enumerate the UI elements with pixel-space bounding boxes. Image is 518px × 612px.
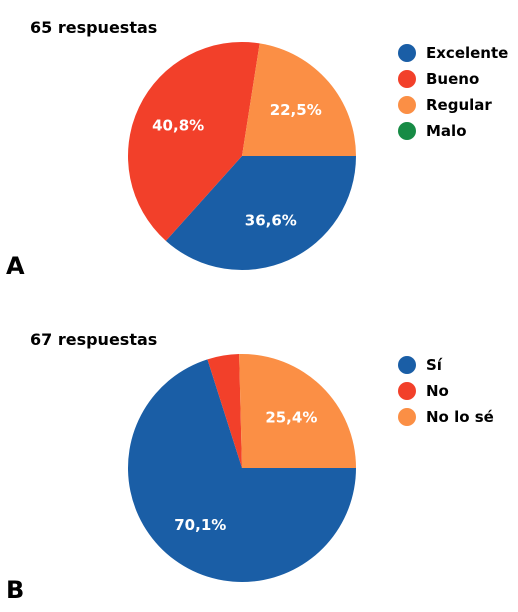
pie-slice-regular	[242, 43, 356, 157]
legend-swatch	[398, 382, 416, 400]
legend-swatch	[398, 356, 416, 374]
legend-swatch	[398, 44, 416, 62]
legend-label: Sí	[426, 356, 442, 374]
legend-item-si: Sí	[398, 352, 494, 378]
slice-value-label: 70,1%	[174, 516, 226, 534]
legend-label: No lo sé	[426, 408, 494, 426]
slice-value-label: 40,8%	[152, 117, 204, 135]
legend-label: Excelente	[426, 44, 509, 62]
legend-label: Malo	[426, 122, 467, 140]
pie-chart-b: 70,1% 25,4%	[128, 354, 356, 582]
panel-label: B	[6, 576, 25, 604]
legend-item-no: No	[398, 378, 494, 404]
legend-item-no-lo-se: No lo sé	[398, 404, 494, 430]
pie-slice-bueno	[128, 42, 260, 241]
legend-item-regular: Regular	[398, 92, 508, 118]
chart-panel-a: 65 respuestas 36,6% 40,8% 22,5% Excelente B…	[0, 0, 518, 300]
pie-slice-no	[207, 354, 242, 468]
legend-label: Regular	[426, 96, 492, 114]
legend-swatch	[398, 122, 416, 140]
legend-b: Sí No No lo sé	[398, 352, 494, 430]
pie-slice-si	[128, 359, 356, 582]
response-count: 67 respuestas	[30, 330, 158, 349]
chart-panel-b: 67 respuestas 70,1% 25,4% Sí No No lo sé B	[0, 312, 518, 612]
legend-swatch	[398, 70, 416, 88]
response-count: 65 respuestas	[30, 18, 158, 37]
pie-slice-excelente	[165, 156, 356, 270]
slice-value-label: 22,5%	[270, 101, 322, 119]
slice-value-label: 25,4%	[265, 408, 317, 426]
legend-label: Bueno	[426, 70, 480, 88]
legend-item-bueno: Bueno	[398, 66, 508, 92]
panel-label: A	[6, 252, 25, 280]
pie-slice-no-lo-se	[239, 354, 356, 468]
slice-value-label: 36,6%	[245, 212, 297, 230]
legend-swatch	[398, 96, 416, 114]
pie-chart-a: 36,6% 40,8% 22,5%	[128, 42, 356, 270]
legend-swatch	[398, 408, 416, 426]
legend-item-excelente: Excelente	[398, 40, 508, 66]
legend-a: Excelente Bueno Regular Malo	[398, 40, 508, 144]
legend-label: No	[426, 382, 449, 400]
legend-item-malo: Malo	[398, 118, 508, 144]
